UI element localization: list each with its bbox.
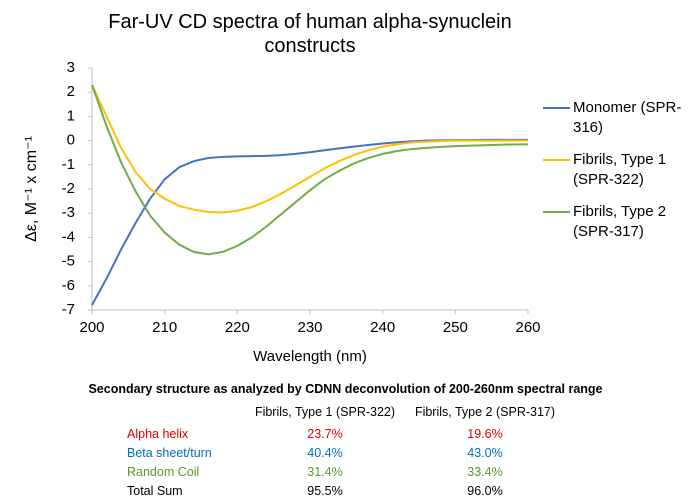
y-tick-label: -7 [62,301,75,318]
x-tick-label: 200 [79,319,104,336]
table-header: Fibrils, Type 1 (SPR-322) [254,405,396,419]
legend-label: Monomer (SPR-316) [573,99,682,136]
series-line [91,138,528,306]
x-tick-label: 210 [152,319,177,336]
cell: 31.4% [307,465,343,479]
x-tick-label: 260 [515,319,540,336]
y-tick-label: -2 [62,180,75,197]
cell: 33.4% [467,465,503,479]
table-title: Secondary structure as analyzed by CDNN … [88,382,603,396]
legend-label: Fibrils, Type 2 (SPR-317) [573,203,667,240]
row-label: Beta sheet/turn [127,446,212,460]
chart: Wavelength (nm) Δε, M⁻¹ x cm⁻¹ -7 -6 -5 -4 -… [23,59,570,365]
y-axis-label: Δε, M⁻¹ x cm⁻¹ [23,136,40,242]
x-tick-label: 230 [297,319,322,336]
y-tick-label: -6 [62,277,75,294]
y-tick-label: 0 [67,132,75,149]
legend-label: Fibrils, Type 1 (SPR-322) [573,151,667,188]
chart-title: Far-UV CD spectra of human alpha-synucle… [108,11,512,57]
cell: 95.5% [307,484,343,498]
row-label: Total Sum [127,484,183,498]
y-tick-label: 1 [67,107,75,124]
cell: 19.6% [467,427,503,441]
series-line [91,84,528,214]
cell: 43.0% [467,446,503,460]
cell: 96.0% [467,484,503,498]
row-label: Alpha helix [127,427,189,441]
y-tick-label: -4 [62,228,75,245]
y-tick-label: -3 [62,204,75,221]
cell: 23.7% [307,427,343,441]
row-label: Random Coil [127,465,200,479]
y-tick-label: 2 [67,83,75,100]
y-tick-label: -5 [62,253,75,270]
y-tick-label: 3 [67,59,75,76]
series-line [91,84,529,256]
x-tick-label: 250 [443,319,468,336]
x-tick-label: 220 [225,319,250,336]
cell: 40.4% [307,446,343,460]
table-header: Fibrils, Type 2 (SPR-317) [414,405,556,419]
x-axis-label: Wavelength (nm) [253,348,367,365]
y-tick-label: -1 [62,156,75,173]
x-tick-label: 240 [370,319,395,336]
